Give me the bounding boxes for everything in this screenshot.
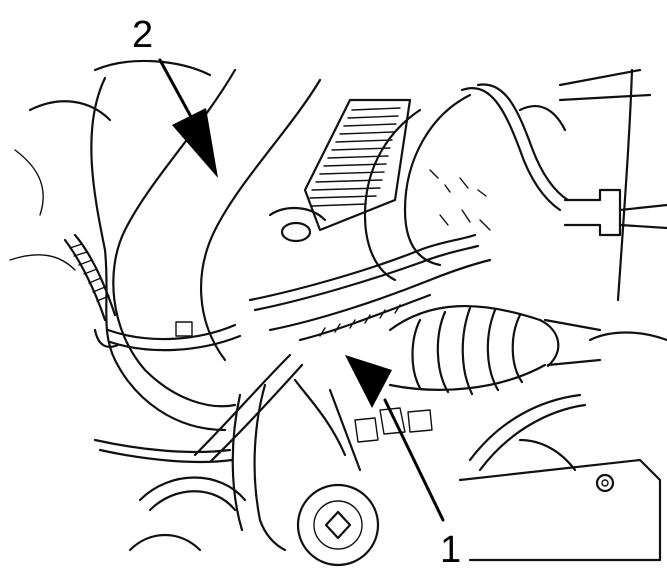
callout-1-label: 1	[440, 529, 461, 570]
bottom-left-fitting	[128, 476, 247, 552]
bellows-boot	[388, 304, 602, 396]
pipes-top-right	[460, 68, 667, 302]
lower-manifold	[231, 378, 433, 552]
intake-elbow	[363, 93, 491, 282]
air-intake-duct	[9, 59, 322, 432]
duct-clamp	[106, 321, 242, 352]
callout-2-label: 2	[132, 14, 153, 56]
right-bracket	[458, 331, 667, 562]
cross-hoses	[93, 233, 492, 464]
callout-1-arrow	[345, 355, 445, 522]
callout-2-arrow	[158, 58, 218, 178]
filler-cap	[296, 483, 380, 567]
corrugated-hose-left	[63, 233, 120, 348]
heat-sink-fins	[268, 98, 412, 243]
